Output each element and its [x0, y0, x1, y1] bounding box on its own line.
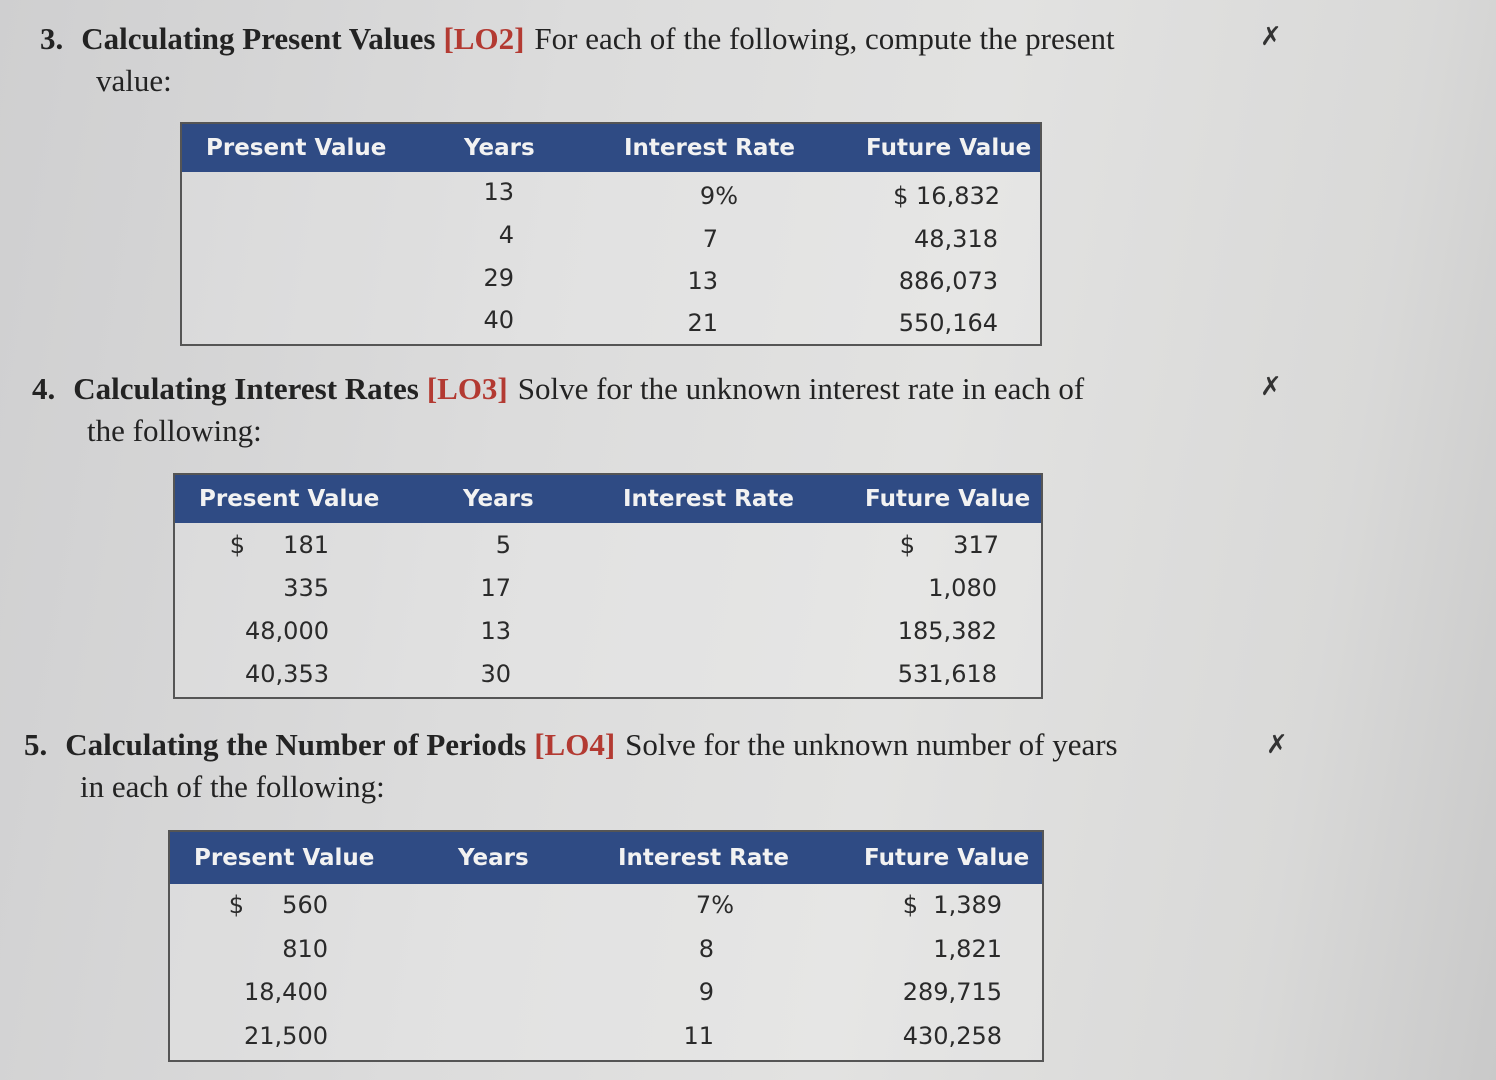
problem-4: 4. Calculating Interest Rates [LO3] Solve f…: [32, 368, 1242, 452]
col-header-present-value: Present Value: [199, 486, 380, 512]
present-value-table: Present Value Years Interest Rate Future…: [180, 122, 1042, 346]
cell-future-value: 886,073: [898, 267, 998, 295]
table-header-row: Present Value Years Interest Rate Future…: [170, 832, 1042, 884]
cell-future-value: $ 16,832: [893, 182, 1000, 210]
problem-text: Solve for the unknown interest rate in e…: [517, 371, 1085, 406]
problem-3-heading: 3. Calculating Present Values [LO2] For eac…: [40, 18, 1240, 60]
cell-present-value: 18,400: [244, 978, 328, 1006]
cell-years: 40: [483, 306, 514, 334]
cell-years: 29: [483, 264, 514, 292]
cell-future-value: 185,382: [897, 617, 997, 645]
cell-future-value: 430,258: [902, 1022, 1002, 1050]
col-header-present-value: Present Value: [194, 845, 375, 871]
problem-text: Solve for the unknown number of years: [625, 727, 1118, 762]
problem-3: 3. Calculating Present Values [LO2] For eac…: [40, 18, 1240, 102]
problem-number: 4.: [32, 371, 56, 406]
col-header-interest-rate: Interest Rate: [623, 486, 794, 512]
cell-rate: 9%: [699, 182, 738, 210]
cell-rate: 7%: [695, 891, 734, 919]
cell-future-value: 48,318: [914, 225, 998, 253]
col-header-interest-rate: Interest Rate: [618, 845, 789, 871]
problem-text-line2: value:: [96, 63, 172, 98]
excel-x-icon: ✗: [1260, 372, 1282, 402]
problem-number: 3.: [40, 21, 64, 56]
cell-years: 17: [480, 574, 511, 602]
cell-rate: 9: [698, 978, 714, 1006]
cell-future-value: 1,080: [928, 574, 997, 602]
cell-rate: 21: [687, 309, 718, 337]
interest-rate-table: Present Value Years Interest Rate Future…: [173, 473, 1043, 699]
problem-text-line2: in each of the following:: [80, 769, 385, 804]
col-header-future-value: Future Value: [866, 135, 1032, 161]
problem-title: Calculating the Number of Periods: [65, 727, 527, 762]
problem-title: Calculating Interest Rates: [73, 371, 419, 406]
cell-future-value: 289,715: [902, 978, 1002, 1006]
problem-text-line2: the following:: [87, 413, 262, 448]
col-header-years: Years: [464, 135, 535, 161]
learning-objective: [LO2]: [443, 21, 525, 56]
excel-x-icon: ✗: [1266, 730, 1288, 760]
cell-present-value: 48,000: [245, 617, 329, 645]
learning-objective: [LO4]: [534, 727, 616, 762]
excel-x-icon: ✗: [1260, 22, 1282, 52]
cell-future-value: 1,821: [933, 935, 1002, 963]
cell-present-value: 40,353: [245, 660, 329, 688]
table-header-row: Present Value Years Interest Rate Future…: [175, 475, 1041, 523]
col-header-present-value: Present Value: [206, 135, 387, 161]
number-of-periods-table: Present Value Years Interest Rate Future…: [168, 830, 1044, 1062]
col-header-years: Years: [463, 486, 534, 512]
cell-present-value: $ 181: [229, 531, 329, 559]
cell-rate: 8: [698, 935, 714, 963]
problem-5: 5. Calculating the Number of Periods [LO4]…: [24, 724, 1244, 808]
cell-years: 13: [483, 178, 514, 206]
cell-present-value: 810: [282, 935, 328, 963]
cell-rate: 13: [687, 267, 718, 295]
cell-future-value: 531,618: [897, 660, 997, 688]
problem-4-heading: 4. Calculating Interest Rates [LO3] Solve f…: [32, 368, 1242, 410]
cell-future-value: 550,164: [898, 309, 998, 337]
col-header-future-value: Future Value: [865, 486, 1031, 512]
col-header-future-value: Future Value: [864, 845, 1030, 871]
cell-present-value: 335: [283, 574, 329, 602]
problem-number: 5.: [24, 727, 48, 762]
cell-rate: 11: [683, 1022, 714, 1050]
cell-years: 30: [480, 660, 511, 688]
problem-text: For each of the following, compute the p…: [534, 21, 1115, 56]
cell-present-value: 21,500: [244, 1022, 328, 1050]
cell-future-value: $ 1,389: [902, 891, 1002, 919]
table-header-row: Present Value Years Interest Rate Future…: [182, 124, 1040, 172]
col-header-interest-rate: Interest Rate: [624, 135, 795, 161]
col-header-years: Years: [458, 845, 529, 871]
cell-years: 4: [498, 221, 514, 249]
problem-5-heading: 5. Calculating the Number of Periods [LO4]…: [24, 724, 1244, 766]
cell-years: 13: [480, 617, 511, 645]
cell-present-value: $ 560: [228, 891, 328, 919]
cell-future-value: $ 317: [899, 531, 999, 559]
cell-rate: 7: [702, 225, 718, 253]
problem-title: Calculating Present Values: [81, 21, 436, 56]
learning-objective: [LO3]: [426, 371, 508, 406]
cell-years: 5: [495, 531, 511, 559]
